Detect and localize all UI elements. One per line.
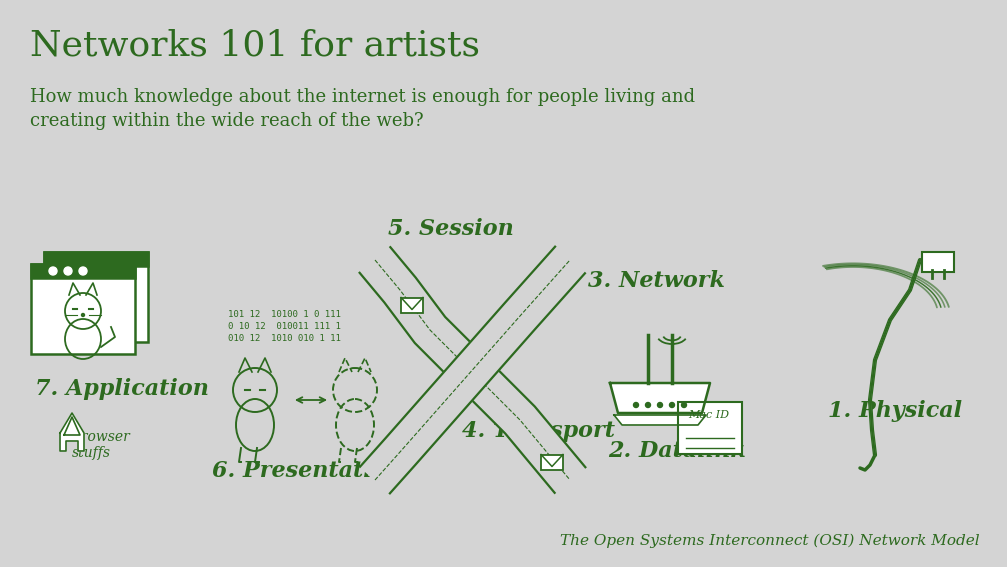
Text: 2. Datalink: 2. Datalink xyxy=(608,440,746,462)
Bar xyxy=(44,252,148,266)
Polygon shape xyxy=(610,383,710,413)
Polygon shape xyxy=(614,415,706,425)
Text: creating within the wide reach of the web?: creating within the wide reach of the we… xyxy=(30,112,424,130)
Circle shape xyxy=(682,403,687,408)
Polygon shape xyxy=(361,247,585,493)
Polygon shape xyxy=(60,413,84,451)
Bar xyxy=(401,298,423,312)
Circle shape xyxy=(49,267,57,275)
Text: 101 12  10100 1 0 111: 101 12 10100 1 0 111 xyxy=(228,310,341,319)
FancyBboxPatch shape xyxy=(922,252,954,272)
Circle shape xyxy=(658,403,663,408)
Text: 4. Transport: 4. Transport xyxy=(462,420,615,442)
Polygon shape xyxy=(359,247,585,493)
Text: 6. Presentation: 6. Presentation xyxy=(212,460,403,482)
Text: 7. Application: 7. Application xyxy=(35,378,208,400)
Text: 010 12  1010 010 1 11: 010 12 1010 010 1 11 xyxy=(228,334,341,343)
Bar xyxy=(678,402,742,454)
Text: How much knowledge about the internet is enough for people living and: How much knowledge about the internet is… xyxy=(30,88,695,106)
Text: stuffs: stuffs xyxy=(71,446,111,460)
Text: 0 10 12  010011 111 1: 0 10 12 010011 111 1 xyxy=(228,322,341,331)
Bar xyxy=(44,252,148,342)
Text: 5. Session: 5. Session xyxy=(388,218,514,240)
Circle shape xyxy=(645,403,651,408)
Text: 1. Physical: 1. Physical xyxy=(828,400,962,422)
Text: browser: browser xyxy=(71,430,130,444)
Polygon shape xyxy=(64,417,80,435)
Circle shape xyxy=(670,403,675,408)
Text: Networks 101 for artists: Networks 101 for artists xyxy=(30,28,480,62)
Bar xyxy=(31,264,135,354)
Bar xyxy=(31,264,135,278)
Text: Mac ID: Mac ID xyxy=(688,410,729,420)
Text: 3. Network: 3. Network xyxy=(588,270,725,292)
Bar xyxy=(541,455,563,469)
Circle shape xyxy=(79,267,87,275)
Circle shape xyxy=(82,314,85,316)
Text: The Open Systems Interconnect (OSI) Network Model: The Open Systems Interconnect (OSI) Netw… xyxy=(560,534,980,548)
Circle shape xyxy=(633,403,638,408)
Circle shape xyxy=(64,267,71,275)
